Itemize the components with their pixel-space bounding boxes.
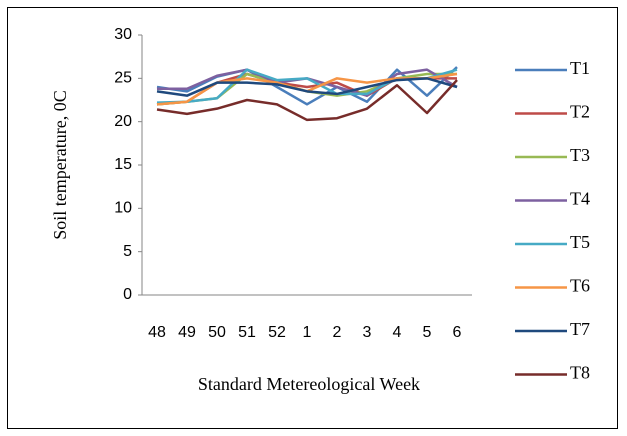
legend-label: T3 <box>570 145 590 165</box>
y-tick-label: 30 <box>114 26 132 43</box>
y-tick-label: 5 <box>123 243 132 260</box>
y-tick-label: 10 <box>114 200 132 217</box>
y-tick-label: 20 <box>114 113 132 130</box>
y-tick-label: 15 <box>114 156 132 173</box>
chart-border <box>7 7 618 429</box>
x-tick-label: 50 <box>208 324 226 341</box>
y-axis-title: Soil temperature, 0C <box>50 90 70 239</box>
x-tick-label: 5 <box>423 324 432 341</box>
legend-label: T4 <box>570 189 590 209</box>
x-tick-label: 49 <box>178 324 196 341</box>
x-tick-label: 2 <box>333 324 342 341</box>
legend-label: T2 <box>570 102 590 122</box>
x-tick-label: 3 <box>363 324 372 341</box>
x-tick-label: 51 <box>238 324 256 341</box>
series-line <box>156 79 458 122</box>
x-tick-label: 6 <box>453 324 462 341</box>
legend-label: T6 <box>570 276 590 296</box>
legend-label: T1 <box>570 58 590 78</box>
legend-label: T5 <box>570 232 590 252</box>
y-tick-label: 0 <box>123 286 132 303</box>
x-tick-label: 48 <box>148 324 166 341</box>
x-tick-label: 4 <box>393 324 402 341</box>
legend-label: T7 <box>570 319 590 339</box>
x-axis-title: Standard Metereological Week <box>198 374 420 394</box>
x-tick-label: 52 <box>268 324 286 341</box>
legend-label: T8 <box>570 363 590 383</box>
x-tick-label: 1 <box>303 324 312 341</box>
y-tick-label: 25 <box>114 70 132 87</box>
series-line <box>156 77 458 97</box>
